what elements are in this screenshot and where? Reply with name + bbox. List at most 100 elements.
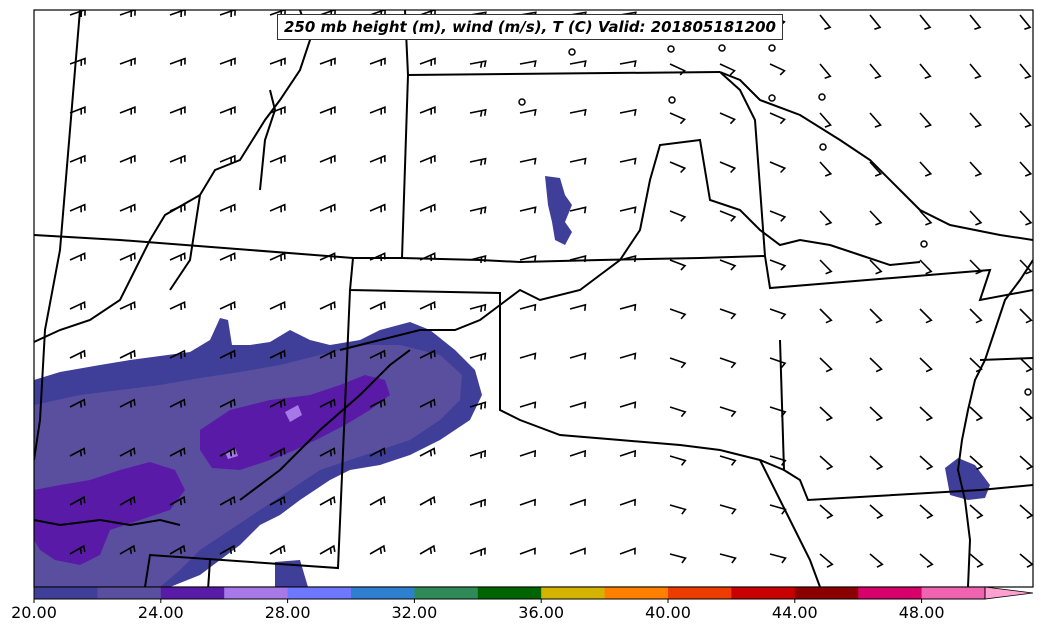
colorbar-tick-label: 24.00 (137, 603, 184, 622)
wind-barb-icon (919, 210, 933, 226)
wind-barb-icon (969, 308, 983, 324)
wind-barb-icon (369, 495, 386, 506)
wind-barb-icon (769, 308, 787, 320)
wind-barb-icon (469, 547, 486, 556)
fill-band-1d (275, 560, 308, 587)
wind-barb-icon (219, 349, 236, 359)
wind-barb-icon (769, 553, 787, 564)
wind-barb-icon (169, 10, 186, 18)
wind-barb-icon (419, 300, 436, 310)
wind-barb-icon (869, 161, 883, 177)
wind-barb-icon (369, 106, 386, 115)
wind-barb-icon (869, 14, 882, 30)
wind-barb-icon (819, 161, 833, 177)
wind-barb-icon (119, 349, 136, 359)
wind-barb-icon (569, 498, 586, 506)
wind-barb-icon (869, 210, 883, 226)
wind-barb-icon (819, 259, 833, 275)
wind-barb-icon (269, 252, 286, 262)
wind-barb-icon (119, 398, 136, 408)
wind-barb-icon (1019, 455, 1033, 471)
wind-barb-icon (219, 495, 236, 506)
wind-barb-icon (1019, 14, 1032, 30)
wind-barb-icon (119, 154, 136, 164)
colorbar-segment (477, 587, 542, 599)
wind-barb-icon (219, 154, 236, 164)
wind-barb-icon (969, 63, 982, 79)
wind-barb-icon (69, 447, 86, 457)
wind-barb-icon (619, 60, 637, 68)
wind-barb-icon (719, 553, 737, 564)
wind-barb-icon (769, 210, 787, 222)
wind-barb-icon (169, 349, 186, 359)
wind-barb-icon (619, 352, 637, 360)
wind-barb-icon (969, 161, 983, 177)
calm-circle-icon (818, 93, 826, 101)
wind-barb-icon (869, 406, 884, 422)
colorbar-segment (97, 587, 162, 599)
colorbar-segment (731, 587, 796, 599)
wind-barb-icon (669, 259, 687, 271)
wind-barb-icon (969, 455, 984, 471)
wind-barb-icon (169, 398, 186, 408)
wind-barb-icon (69, 10, 86, 18)
wind-barb-icon (419, 203, 436, 213)
wind-barb-icon (669, 553, 687, 564)
wind-barb-icon (719, 357, 737, 369)
wind-barb-icon (819, 112, 832, 128)
calm-circle-icon (768, 44, 776, 52)
wind-barb-icon (819, 63, 832, 79)
fill-band-1b (945, 458, 990, 500)
wind-barb-icon (919, 406, 934, 422)
wind-barb-icon (419, 154, 436, 164)
colorbar-segment (287, 587, 352, 599)
wind-barb-icon (769, 259, 787, 271)
wind-barb-icon (519, 60, 537, 68)
wind-barb-icon (869, 259, 883, 275)
wind-barb-icon (769, 63, 786, 76)
wind-barb-icon (369, 544, 386, 555)
wind-barb-icon (919, 308, 933, 324)
wind-barb-icon (269, 349, 286, 359)
calm-wind-markers (518, 44, 1032, 396)
wind-barb-icon (469, 352, 487, 361)
wind-barb-icon (619, 206, 637, 214)
wind-barb-icon (69, 154, 86, 164)
colorbar-tick-label: 40.00 (645, 603, 691, 622)
wind-barb-icon (719, 210, 737, 222)
wind-barb-icon (669, 63, 686, 76)
wind-barb-icon (569, 108, 587, 116)
map-title: 250 mb height (m), wind (m/s), T (C) Val… (277, 14, 783, 40)
wind-barb-icon (319, 447, 336, 457)
wind-barb-icon (669, 504, 687, 515)
wind-barb-icon (319, 203, 336, 213)
wind-barb-icon (969, 14, 982, 30)
wind-barb-icon (669, 308, 687, 320)
wind-barb-icon (519, 255, 537, 263)
wind-barb-icon (469, 303, 487, 312)
wind-barb-icon (919, 63, 932, 79)
wind-barb-icon (1019, 308, 1033, 324)
wind-barb-icon (719, 161, 737, 174)
calm-circle-icon (718, 44, 726, 52)
wind-barb-icon (919, 455, 934, 471)
wind-barb-icon (269, 398, 286, 408)
wind-barb-icon (319, 154, 336, 164)
wind-barb-icon (319, 300, 336, 310)
wind-barb-icon (169, 106, 186, 115)
wind-barb-icon (669, 406, 687, 418)
wind-barb-icon (669, 357, 687, 369)
wind-barb-icon (869, 308, 883, 324)
river-lines (34, 10, 1033, 587)
wind-barb-icon (219, 300, 236, 310)
wind-barb-icon (419, 398, 436, 408)
wind-barb-icon (719, 308, 737, 320)
wind-barb-icon (419, 447, 436, 457)
calm-circle-icon (568, 48, 576, 56)
colorbar-segment (34, 587, 98, 599)
wind-barb-icon (819, 357, 833, 373)
fill-band-3 (200, 375, 390, 470)
wind-barb-icon (519, 401, 537, 409)
wind-barb-icon (369, 398, 386, 408)
wind-barb-icon (969, 357, 983, 373)
